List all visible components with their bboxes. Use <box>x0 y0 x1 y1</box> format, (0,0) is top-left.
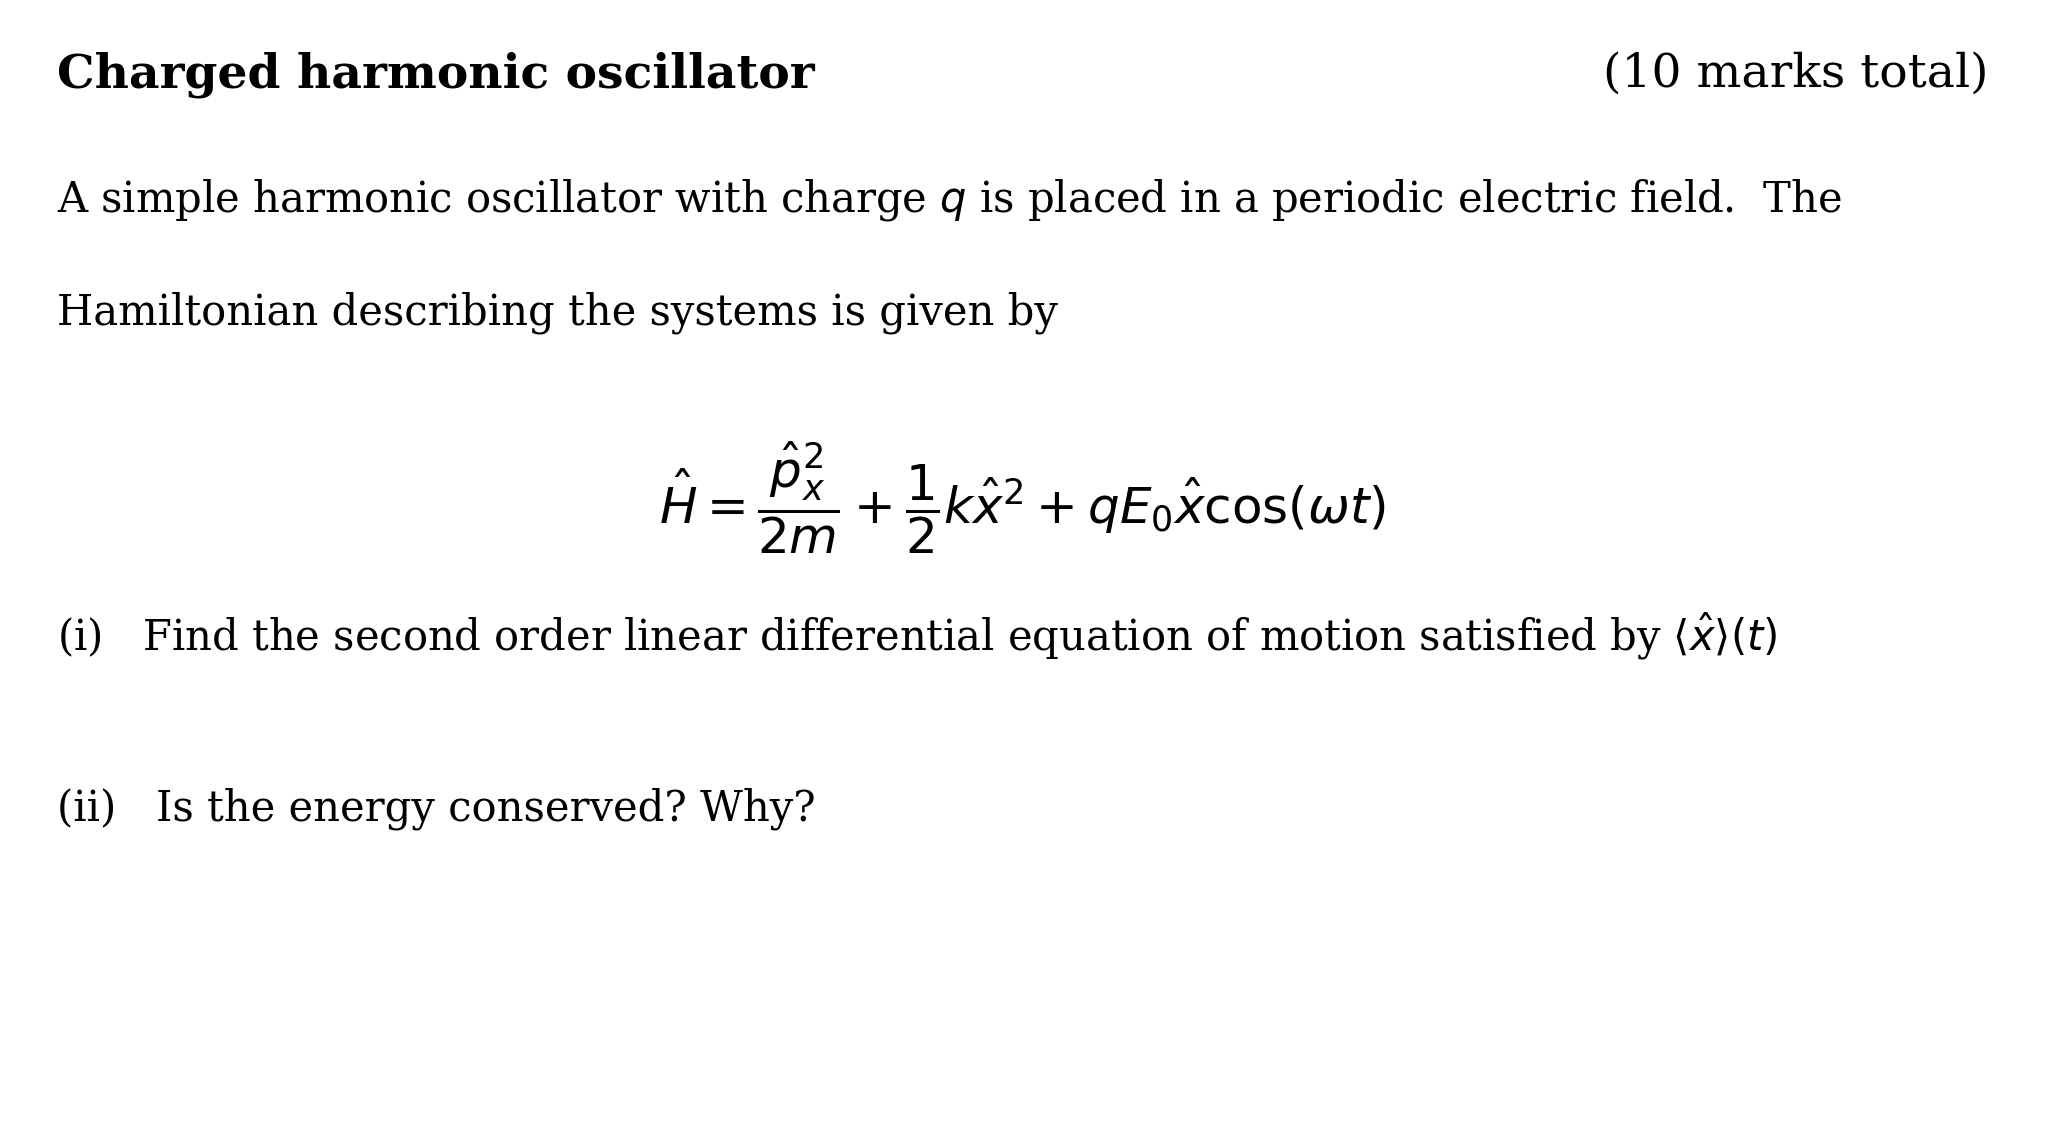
Text: (ii)   Is the energy conserved? Why?: (ii) Is the energy conserved? Why? <box>57 788 816 830</box>
Text: Hamiltonian describing the systems is given by: Hamiltonian describing the systems is gi… <box>57 291 1058 333</box>
Text: $\hat{H} = \dfrac{\hat{p}_x^2}{2m} + \dfrac{1}{2}k\hat{x}^2 + qE_0\hat{x}\cos(\o: $\hat{H} = \dfrac{\hat{p}_x^2}{2m} + \df… <box>659 440 1387 556</box>
Text: A simple harmonic oscillator with charge $q$ is placed in a periodic electric fi: A simple harmonic oscillator with charge… <box>57 177 1841 223</box>
Text: (i)   Find the second order linear differential equation of motion satisfied by : (i) Find the second order linear differe… <box>57 611 1778 662</box>
Text: (10 marks total): (10 marks total) <box>1604 51 1989 97</box>
Text: Charged harmonic oscillator: Charged harmonic oscillator <box>57 51 814 98</box>
